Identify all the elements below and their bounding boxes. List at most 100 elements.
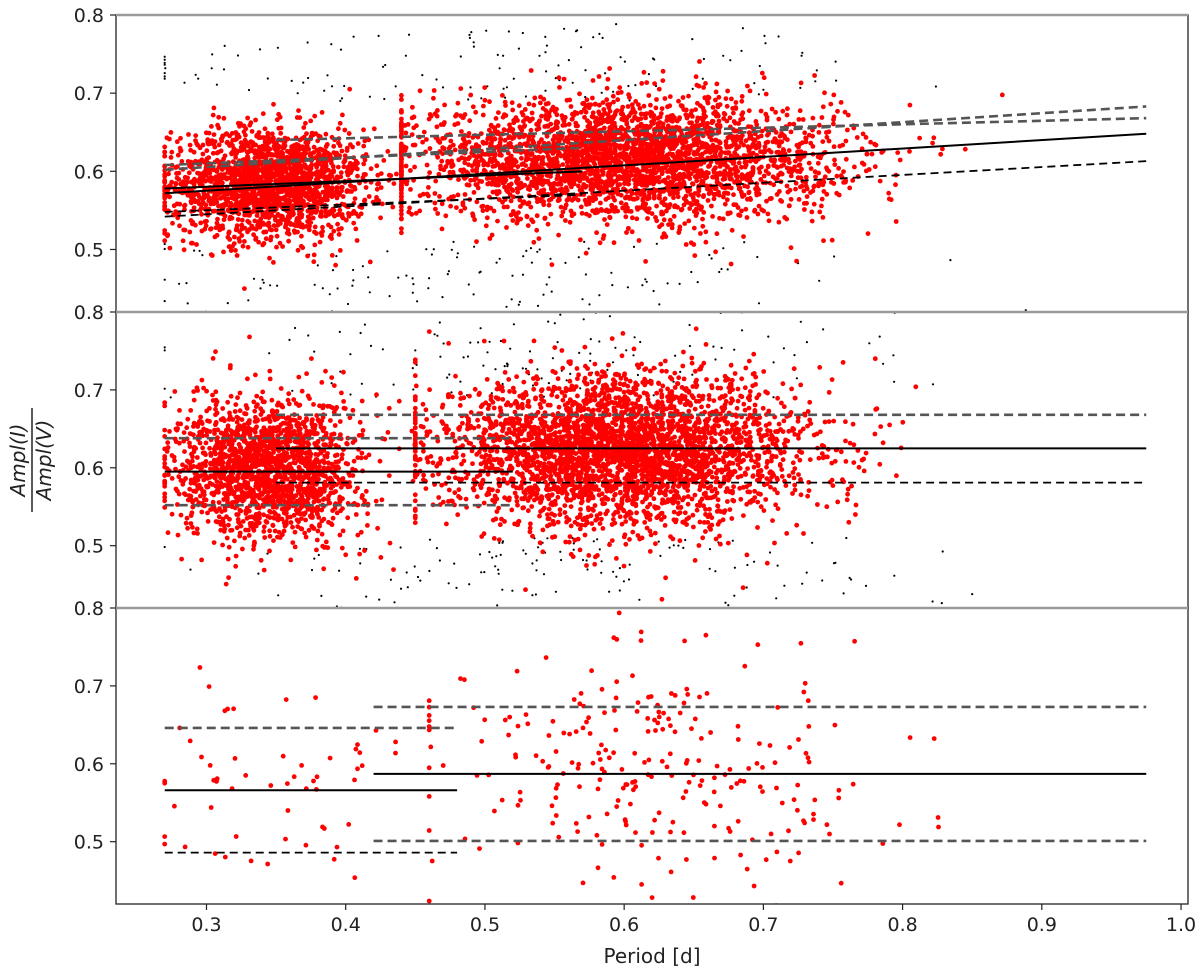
selected-point xyxy=(686,93,691,99)
selected-point xyxy=(819,203,824,209)
rejected-point xyxy=(529,247,533,250)
selected-point xyxy=(399,226,404,232)
selected-point xyxy=(386,172,392,178)
selected-point xyxy=(826,138,832,144)
selected-point xyxy=(518,204,523,209)
selected-point xyxy=(265,130,271,136)
selected-point xyxy=(822,90,827,96)
selected-point xyxy=(495,123,501,128)
selected-point xyxy=(374,186,380,192)
rejected-point xyxy=(313,283,316,286)
selected-point xyxy=(314,189,319,194)
rejected-point xyxy=(691,87,694,90)
selected-point xyxy=(467,118,473,124)
selected-point xyxy=(691,225,697,231)
selected-point xyxy=(329,191,335,197)
selected-point xyxy=(403,130,409,136)
rejected-point xyxy=(441,86,445,89)
rejected-point xyxy=(626,334,628,336)
selected-point xyxy=(511,135,517,140)
selected-point xyxy=(169,179,175,185)
selected-point xyxy=(168,130,174,135)
rejected-point xyxy=(565,0,567,2)
rejected-point xyxy=(407,33,411,36)
selected-point xyxy=(285,218,291,223)
selected-point xyxy=(162,203,168,209)
selected-point xyxy=(255,155,261,160)
selected-point xyxy=(643,259,648,264)
rejected-point xyxy=(708,253,711,257)
rejected-point xyxy=(833,255,836,258)
rejected-point xyxy=(467,283,470,286)
rejected-point xyxy=(521,273,525,276)
selected-point xyxy=(185,175,191,181)
rejected-point xyxy=(430,253,433,256)
selected-point xyxy=(745,184,750,190)
selected-point xyxy=(683,242,689,247)
rejected-point xyxy=(432,248,435,251)
selected-point xyxy=(261,193,267,198)
selected-point xyxy=(820,215,826,220)
selected-point xyxy=(483,161,489,167)
selected-point xyxy=(756,203,762,209)
selected-point xyxy=(710,214,715,219)
rejected-point xyxy=(343,84,346,88)
selected-point xyxy=(694,82,700,88)
selected-point xyxy=(225,139,230,145)
selected-point xyxy=(632,115,637,121)
selected-point xyxy=(831,121,836,127)
selected-point xyxy=(723,142,729,148)
rejected-point xyxy=(210,67,213,70)
selected-point xyxy=(739,94,745,99)
selected-point xyxy=(761,75,767,81)
selected-point xyxy=(893,182,898,188)
selected-point xyxy=(834,190,840,196)
rejected-point xyxy=(658,303,661,306)
rejected-point xyxy=(598,294,601,297)
selected-point xyxy=(484,215,490,221)
selected-point xyxy=(211,167,217,173)
rejected-point xyxy=(601,36,604,40)
selected-point xyxy=(445,160,451,166)
selected-point xyxy=(406,209,412,215)
selected-point xyxy=(278,213,284,219)
selected-point xyxy=(167,136,172,142)
selected-point xyxy=(456,177,461,183)
selected-point xyxy=(197,207,203,213)
selected-point xyxy=(821,238,826,244)
selected-point xyxy=(819,115,825,120)
selected-point xyxy=(668,118,674,123)
selected-point xyxy=(597,111,603,117)
selected-point xyxy=(320,164,325,170)
selected-point xyxy=(664,142,670,147)
selected-point xyxy=(803,135,808,141)
selected-point xyxy=(834,173,840,179)
selected-point xyxy=(675,194,681,200)
selected-point xyxy=(796,197,802,202)
selected-point xyxy=(526,200,532,206)
selected-point xyxy=(227,237,233,242)
selected-point xyxy=(253,235,259,241)
rejected-point xyxy=(567,59,571,62)
selected-point xyxy=(587,120,593,126)
selected-point xyxy=(385,149,391,154)
selected-point xyxy=(238,140,244,146)
rejected-point xyxy=(517,47,521,50)
selected-point xyxy=(209,124,214,129)
rejected-point xyxy=(588,303,591,306)
selected-point xyxy=(728,261,734,267)
selected-point xyxy=(204,148,210,154)
selected-point xyxy=(231,191,237,197)
selected-point xyxy=(618,200,624,206)
rejected-point xyxy=(763,34,766,38)
selected-point xyxy=(617,85,623,90)
selected-point xyxy=(622,181,627,187)
selected-point xyxy=(226,229,232,235)
selected-point xyxy=(560,209,566,215)
selected-point xyxy=(582,148,588,154)
selected-point xyxy=(452,122,458,128)
rejected-point xyxy=(296,92,299,95)
rejected-point xyxy=(538,248,541,251)
selected-point xyxy=(480,208,486,214)
selected-point xyxy=(211,132,217,138)
